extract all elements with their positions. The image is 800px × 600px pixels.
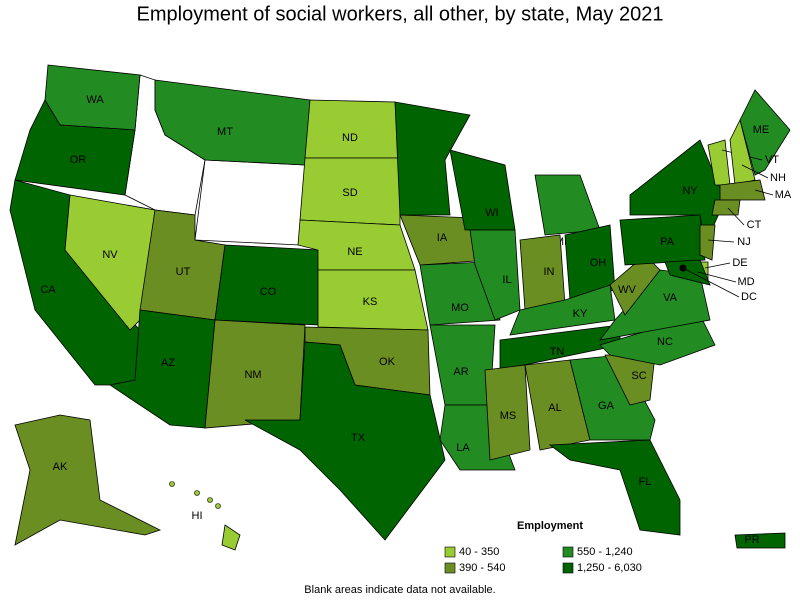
legend-swatch bbox=[562, 546, 574, 558]
state-label: WI bbox=[485, 207, 498, 219]
state-label: OR bbox=[70, 154, 87, 166]
state-label: PA bbox=[660, 236, 675, 248]
state-label: PR bbox=[744, 534, 759, 546]
state-label: NJ bbox=[737, 236, 750, 248]
state bbox=[534, 174, 601, 236]
state bbox=[484, 364, 531, 461]
island bbox=[215, 503, 221, 509]
state bbox=[609, 254, 661, 316]
state-label: NY bbox=[682, 185, 698, 197]
state-label: ND bbox=[342, 132, 358, 144]
state bbox=[711, 199, 741, 216]
state-label: CT bbox=[747, 219, 762, 231]
state bbox=[14, 99, 136, 196]
state-label: MT bbox=[217, 126, 233, 138]
state bbox=[221, 524, 241, 551]
state-label: KY bbox=[573, 308, 588, 320]
state-label: VA bbox=[663, 292, 678, 304]
state-label: NH bbox=[770, 172, 786, 184]
state-label: LA bbox=[456, 442, 470, 454]
state-label: TX bbox=[351, 432, 366, 444]
state-label: CA bbox=[40, 284, 56, 296]
state-label: GA bbox=[598, 400, 615, 412]
state-label: IL bbox=[502, 274, 511, 286]
leader-line bbox=[682, 267, 740, 298]
state bbox=[699, 224, 716, 261]
leader-line bbox=[727, 207, 745, 226]
state-label: NM bbox=[244, 369, 261, 381]
state-label: MA bbox=[775, 189, 792, 201]
state-label: NC bbox=[657, 336, 673, 348]
legend-swatch bbox=[444, 546, 456, 558]
state-label: AL bbox=[548, 402, 561, 414]
state-label: NE bbox=[347, 246, 362, 258]
state-label: ME bbox=[753, 124, 770, 136]
leader-line bbox=[741, 164, 769, 179]
legend-label: 550 - 1,240 bbox=[577, 546, 633, 558]
island bbox=[207, 497, 213, 503]
state-label: WA bbox=[86, 94, 104, 106]
legend-label: 390 - 540 bbox=[459, 562, 505, 574]
leader-line bbox=[754, 189, 774, 196]
state-label: AR bbox=[453, 366, 468, 378]
state-label: MD bbox=[737, 276, 754, 288]
state bbox=[519, 234, 566, 311]
state-label: AK bbox=[53, 461, 68, 473]
state bbox=[394, 101, 471, 216]
state bbox=[548, 439, 681, 536]
state-label: OK bbox=[379, 356, 396, 368]
state-label: WV bbox=[618, 284, 636, 296]
state-label: SC bbox=[631, 370, 646, 382]
state-label: CO bbox=[260, 286, 277, 298]
state-label: MS bbox=[500, 410, 517, 422]
state bbox=[739, 89, 791, 176]
state-label: OH bbox=[590, 257, 607, 269]
state-label: MO bbox=[451, 302, 469, 314]
state bbox=[509, 284, 616, 336]
state bbox=[469, 229, 521, 321]
state-label: NV bbox=[102, 249, 118, 261]
state-label: DE bbox=[732, 257, 747, 269]
leader-line bbox=[704, 262, 731, 269]
state-label: AZ bbox=[161, 357, 175, 369]
state bbox=[244, 341, 446, 541]
state bbox=[304, 99, 401, 159]
island bbox=[194, 490, 200, 496]
island bbox=[169, 481, 175, 487]
state-label: TN bbox=[550, 346, 565, 358]
state-label: KS bbox=[363, 296, 378, 308]
legend-swatch bbox=[444, 562, 456, 574]
state-label: IA bbox=[437, 232, 448, 244]
state-label: UT bbox=[176, 266, 191, 278]
state bbox=[619, 214, 706, 266]
state-label: VT bbox=[765, 154, 779, 166]
legend-label: 1,250 - 6,030 bbox=[577, 562, 642, 574]
state bbox=[14, 414, 162, 546]
state bbox=[664, 259, 711, 286]
state-no-data bbox=[194, 159, 306, 246]
leader-line bbox=[707, 239, 735, 243]
footnote: Blank areas indicate data not available. bbox=[304, 584, 495, 596]
state bbox=[734, 532, 786, 549]
legend-label: 40 - 350 bbox=[459, 546, 499, 558]
state bbox=[64, 194, 156, 331]
legend-swatch bbox=[562, 562, 574, 574]
state-label: DC bbox=[741, 291, 757, 303]
leader-line bbox=[697, 271, 737, 283]
legend-title: Employment bbox=[517, 520, 583, 532]
state bbox=[719, 179, 766, 201]
state-label: FL bbox=[639, 476, 652, 488]
state-label: SD bbox=[342, 187, 357, 199]
map-title: Employment of social workers, all other,… bbox=[137, 3, 664, 25]
state-label: IN bbox=[544, 266, 555, 278]
state-label: HI bbox=[192, 510, 203, 522]
